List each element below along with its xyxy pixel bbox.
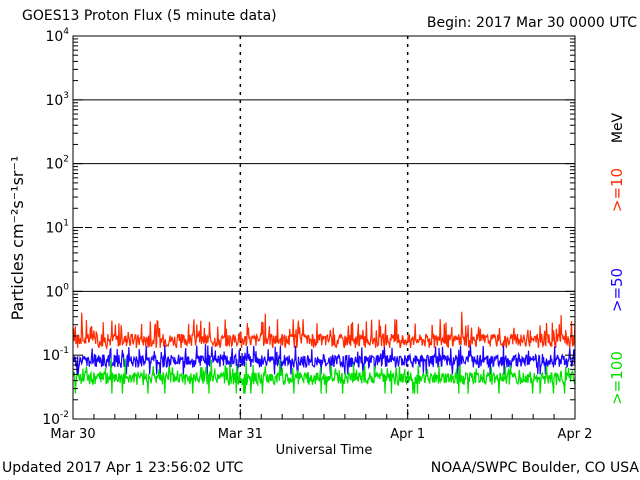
y-tick-label: 103 (45, 91, 69, 109)
y-tick-label: 104 (45, 27, 69, 45)
y-tick-label: 10-1 (42, 346, 69, 364)
x-tick-label: Apr 2 (558, 427, 593, 442)
x-tick-label: Mar 31 (218, 427, 263, 442)
series-line-gte10 (72, 311, 576, 351)
legend-label: >=50 (608, 268, 626, 312)
data-series (72, 311, 576, 394)
legend: >=10 >=50 >=100 MeV (608, 112, 626, 404)
updated-timestamp: Updated 2017 Apr 1 23:56:02 UTC (2, 460, 244, 476)
y-tick-label: 10-2 (42, 410, 69, 428)
x-tick-label: Apr 1 (390, 427, 425, 442)
threshold-lines (73, 99, 575, 292)
series-line-gte100 (72, 358, 576, 394)
series-line-gte50 (72, 344, 576, 375)
x-axis-title: Universal Time (276, 443, 373, 458)
y-axis-title: Particles cm⁻²s⁻¹sr⁻¹ (8, 156, 27, 321)
begin-date: Begin: 2017 Mar 30 0000 UTC (426, 15, 637, 31)
credit-text: NOAA/SWPC Boulder, CO USA (430, 460, 639, 476)
x-tick-label: Mar 30 (50, 427, 95, 442)
legend-unit: MeV (610, 112, 626, 143)
x-axis-ticks: Mar 30 Mar 31 Apr 1 Apr 2 (50, 409, 592, 442)
chart-title: GOES13 Proton Flux (5 minute data) (22, 8, 277, 24)
legend-label: >=10 (608, 168, 626, 212)
y-tick-label: 102 (45, 155, 69, 173)
y-tick-label: 101 (45, 219, 69, 237)
y-tick-label: 100 (45, 282, 69, 300)
legend-label: >=100 (608, 351, 626, 405)
